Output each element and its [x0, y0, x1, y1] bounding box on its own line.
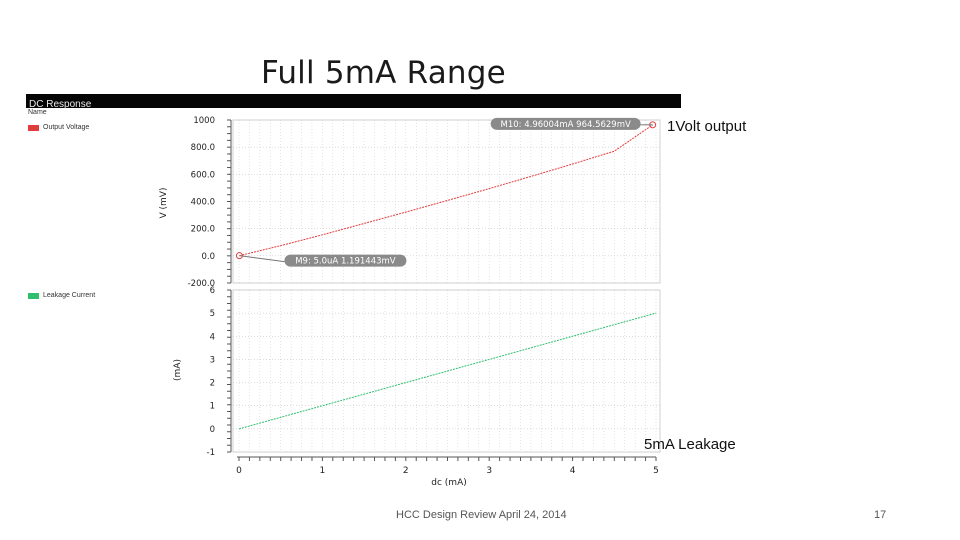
footer-text: HCC Design Review April 24, 2014 [396, 509, 567, 521]
legend-swatch-voltage [28, 124, 39, 131]
name-column-label: Name [28, 109, 47, 116]
legend-label-voltage: Output Voltage [43, 124, 90, 131]
page-number: 17 [874, 509, 887, 521]
legend-label-leakage: Leakage Current [43, 292, 96, 299]
legend-swatch-leakage [28, 292, 39, 299]
annotation-5ma-leakage: 5mA Leakage [644, 436, 736, 453]
legend-output-voltage: Output Voltage [28, 124, 89, 131]
legend-leakage-current: Leakage Current [28, 292, 95, 299]
dc-response-screenshot: DC Response Name Output Voltage Leakage … [26, 94, 681, 496]
annotation-1volt-output: 1Volt output [667, 118, 747, 135]
dc-response-title: DC Response [29, 99, 92, 110]
slide-title: Full 5mA Range [261, 55, 506, 91]
dc-response-header: DC Response [26, 94, 681, 110]
